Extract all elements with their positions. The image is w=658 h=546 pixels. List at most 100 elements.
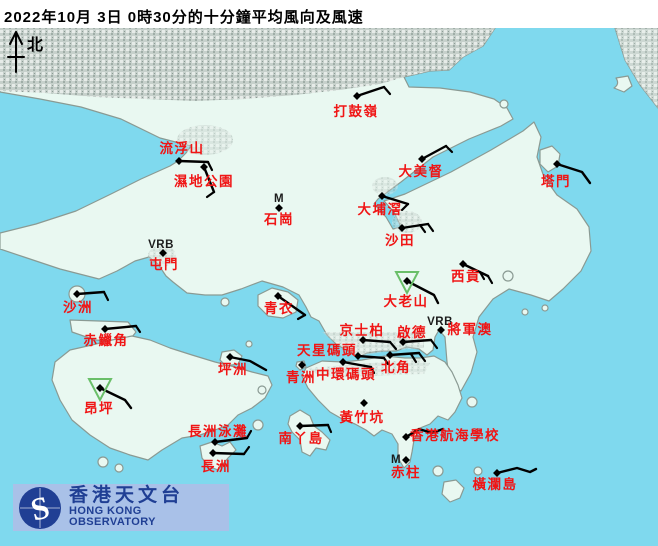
hko-logo-icon: S xyxy=(19,486,61,529)
station: 坪洲 xyxy=(218,353,268,377)
station-label: 大埔滘 xyxy=(358,201,403,217)
wind-barb xyxy=(211,451,246,456)
station-label: 北角 xyxy=(381,359,411,375)
port-shelter-islet xyxy=(521,308,529,316)
station-label: 沙洲 xyxy=(63,300,93,315)
wind-barb-feather xyxy=(242,445,251,456)
station-label: 濕地公園 xyxy=(174,173,234,189)
urban-tai-po xyxy=(372,177,398,195)
wind-barb xyxy=(461,262,490,278)
station: 沙田 xyxy=(385,222,435,248)
wind-barb-feather xyxy=(102,290,110,302)
station: 天星碼頭 xyxy=(297,343,390,366)
wind-barb-feather xyxy=(486,274,494,285)
mirs-bay-islet xyxy=(499,99,509,109)
station-marker xyxy=(298,361,306,369)
station-marker xyxy=(493,469,501,477)
hko-banner: S 香港天文台 HONG KONG OBSERVATORY xyxy=(13,484,229,531)
wind-barb xyxy=(103,324,138,331)
station-flag-label: M xyxy=(274,193,284,205)
station-marker xyxy=(200,163,208,171)
station: 大埔滘 xyxy=(358,192,410,217)
urban-shenzhen xyxy=(0,28,495,101)
station-label: 將軍澳 xyxy=(448,321,493,337)
station-label: 沙田 xyxy=(385,233,415,248)
crooked-island xyxy=(613,75,633,93)
map-title: 2022年10月 3日 0時30分的十分鐘平均風向及風速 xyxy=(0,0,658,28)
waglan-islet xyxy=(473,466,483,476)
soko-islet xyxy=(114,463,124,473)
station-marker xyxy=(296,422,304,430)
hko-name-chinese: 香港天文台 xyxy=(69,484,185,506)
tsing-yi-island xyxy=(257,287,299,319)
station-marker xyxy=(339,358,347,366)
station-flag-label: M xyxy=(391,454,401,466)
station: M 石崗 xyxy=(263,193,294,227)
wind-barb-feather xyxy=(444,144,454,154)
urban-kowloon xyxy=(322,332,424,356)
station-marker xyxy=(159,249,167,257)
port-shelter-islet xyxy=(502,270,514,282)
po-toi-island xyxy=(441,479,465,503)
soko-islet xyxy=(97,456,109,468)
station-marker xyxy=(359,336,367,344)
station: M赤柱 xyxy=(391,454,421,480)
station-marker xyxy=(275,204,283,212)
north-arrow: 北 xyxy=(7,31,43,73)
station-flag-label: VRB xyxy=(148,239,174,251)
station: 京士柏 xyxy=(340,322,398,351)
station-marker xyxy=(437,326,445,334)
station-label: 赤柱 xyxy=(391,464,421,480)
station-label: 石崗 xyxy=(263,211,294,227)
wind-barb xyxy=(400,222,430,230)
station-label: 流浮山 xyxy=(160,140,205,156)
wind-barb xyxy=(177,159,210,164)
station-marker xyxy=(175,157,183,165)
wind-barb-feather xyxy=(134,324,142,334)
station-label: 香港航海學校 xyxy=(409,427,500,443)
station: 沙洲 xyxy=(63,290,110,315)
wind-barb-feather xyxy=(388,340,398,351)
station: 長洲泳灘 xyxy=(188,423,253,446)
wind-barb xyxy=(495,466,538,475)
urban-tuen-mun xyxy=(148,245,176,267)
station-marker xyxy=(274,292,282,300)
wind-barb xyxy=(380,194,410,206)
station-label: 青衣 xyxy=(264,300,294,316)
wind-barb-feather xyxy=(417,351,427,363)
wind-barb-feather xyxy=(382,356,390,366)
wind-barb xyxy=(356,354,386,360)
station-label: 啟德 xyxy=(397,324,427,340)
hko-name-english: HONG KONG OBSERVATORY xyxy=(69,504,156,529)
station: 南丫島 xyxy=(279,422,333,446)
urban-yuen-long xyxy=(177,125,233,155)
ma-wan-island xyxy=(220,297,230,307)
station-label: 黃竹坑 xyxy=(339,409,385,425)
station: 塔門 xyxy=(541,160,592,189)
wind-barb-feather xyxy=(409,352,418,364)
islet xyxy=(245,340,253,348)
wind-barb-feather xyxy=(326,423,333,434)
station-marker xyxy=(553,160,561,168)
beaufort-islet xyxy=(432,465,444,477)
station: 青洲 xyxy=(286,361,316,385)
station-marker xyxy=(209,449,217,457)
station-marker xyxy=(399,338,407,346)
wind-barb xyxy=(213,436,249,444)
station-marker xyxy=(226,353,234,361)
station-label: 青洲 xyxy=(286,369,316,385)
station: 濕地公園 xyxy=(174,163,234,199)
wind-barb xyxy=(401,338,433,344)
station-label: 打鼓嶺 xyxy=(334,103,379,119)
station-marker xyxy=(403,277,411,285)
tung-lung-islet xyxy=(466,396,478,408)
station: 西貢 xyxy=(451,260,494,285)
wind-barb xyxy=(555,162,592,185)
wind-barb xyxy=(228,355,268,372)
station: 大老山 xyxy=(384,271,440,309)
station-label: 大老山 xyxy=(384,293,429,309)
wind-barb xyxy=(75,290,106,296)
station-marker xyxy=(402,456,410,464)
